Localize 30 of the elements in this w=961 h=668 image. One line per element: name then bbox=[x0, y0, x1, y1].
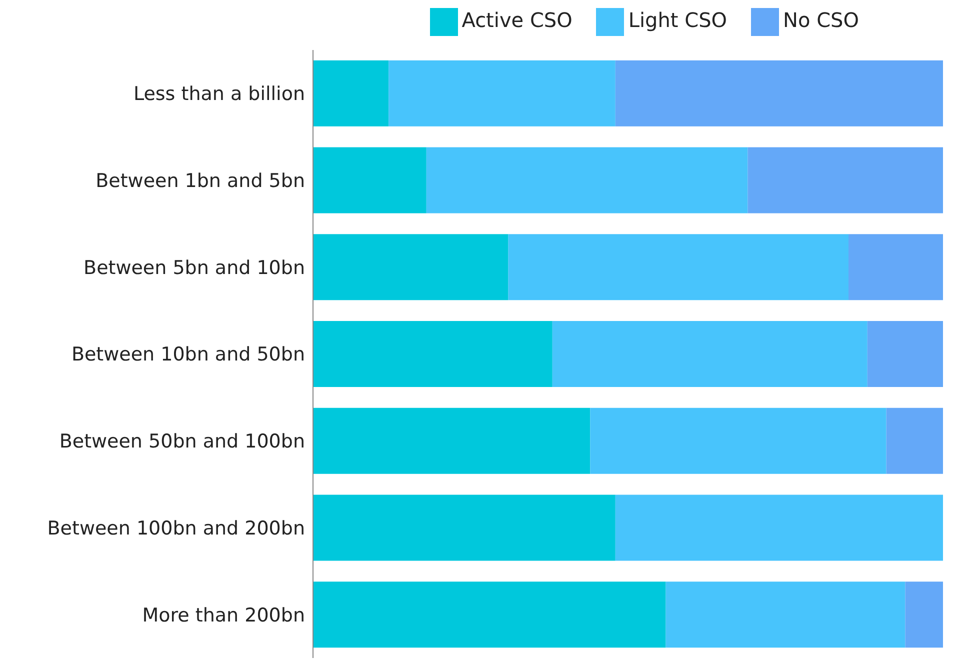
bar bbox=[886, 408, 943, 474]
bar bbox=[552, 320, 868, 387]
y-tick-label: Less than a billion bbox=[133, 83, 305, 106]
bar bbox=[313, 147, 426, 214]
legend-label: Light CSO bbox=[628, 8, 728, 32]
bar bbox=[508, 234, 848, 300]
bar bbox=[388, 60, 616, 126]
bar bbox=[313, 408, 590, 474]
bar bbox=[313, 60, 389, 126]
bar bbox=[313, 320, 552, 387]
bar bbox=[615, 60, 943, 126]
bar bbox=[590, 408, 886, 474]
y-tick-label: Between 100bn and 200bn bbox=[47, 517, 305, 540]
bar bbox=[313, 582, 666, 648]
bar bbox=[905, 582, 943, 648]
y-tick-label: Between 1bn and 5bn bbox=[96, 170, 305, 192]
bar bbox=[313, 234, 508, 300]
bar bbox=[666, 582, 906, 648]
legend-label: No CSO bbox=[783, 8, 859, 32]
bar bbox=[615, 494, 943, 561]
bar bbox=[848, 234, 943, 300]
y-tick-label: Between 50bn and 100bn bbox=[59, 430, 305, 453]
y-tick-label: Between 10bn and 50bn bbox=[71, 344, 305, 366]
bar bbox=[748, 147, 943, 214]
bar bbox=[426, 147, 748, 214]
legend-label: Active CSO bbox=[462, 8, 572, 32]
bar bbox=[867, 320, 943, 387]
y-tick-label: More than 200bn bbox=[142, 604, 305, 626]
bar bbox=[313, 494, 616, 561]
y-tick-label: Between 5bn and 10bn bbox=[84, 256, 305, 279]
